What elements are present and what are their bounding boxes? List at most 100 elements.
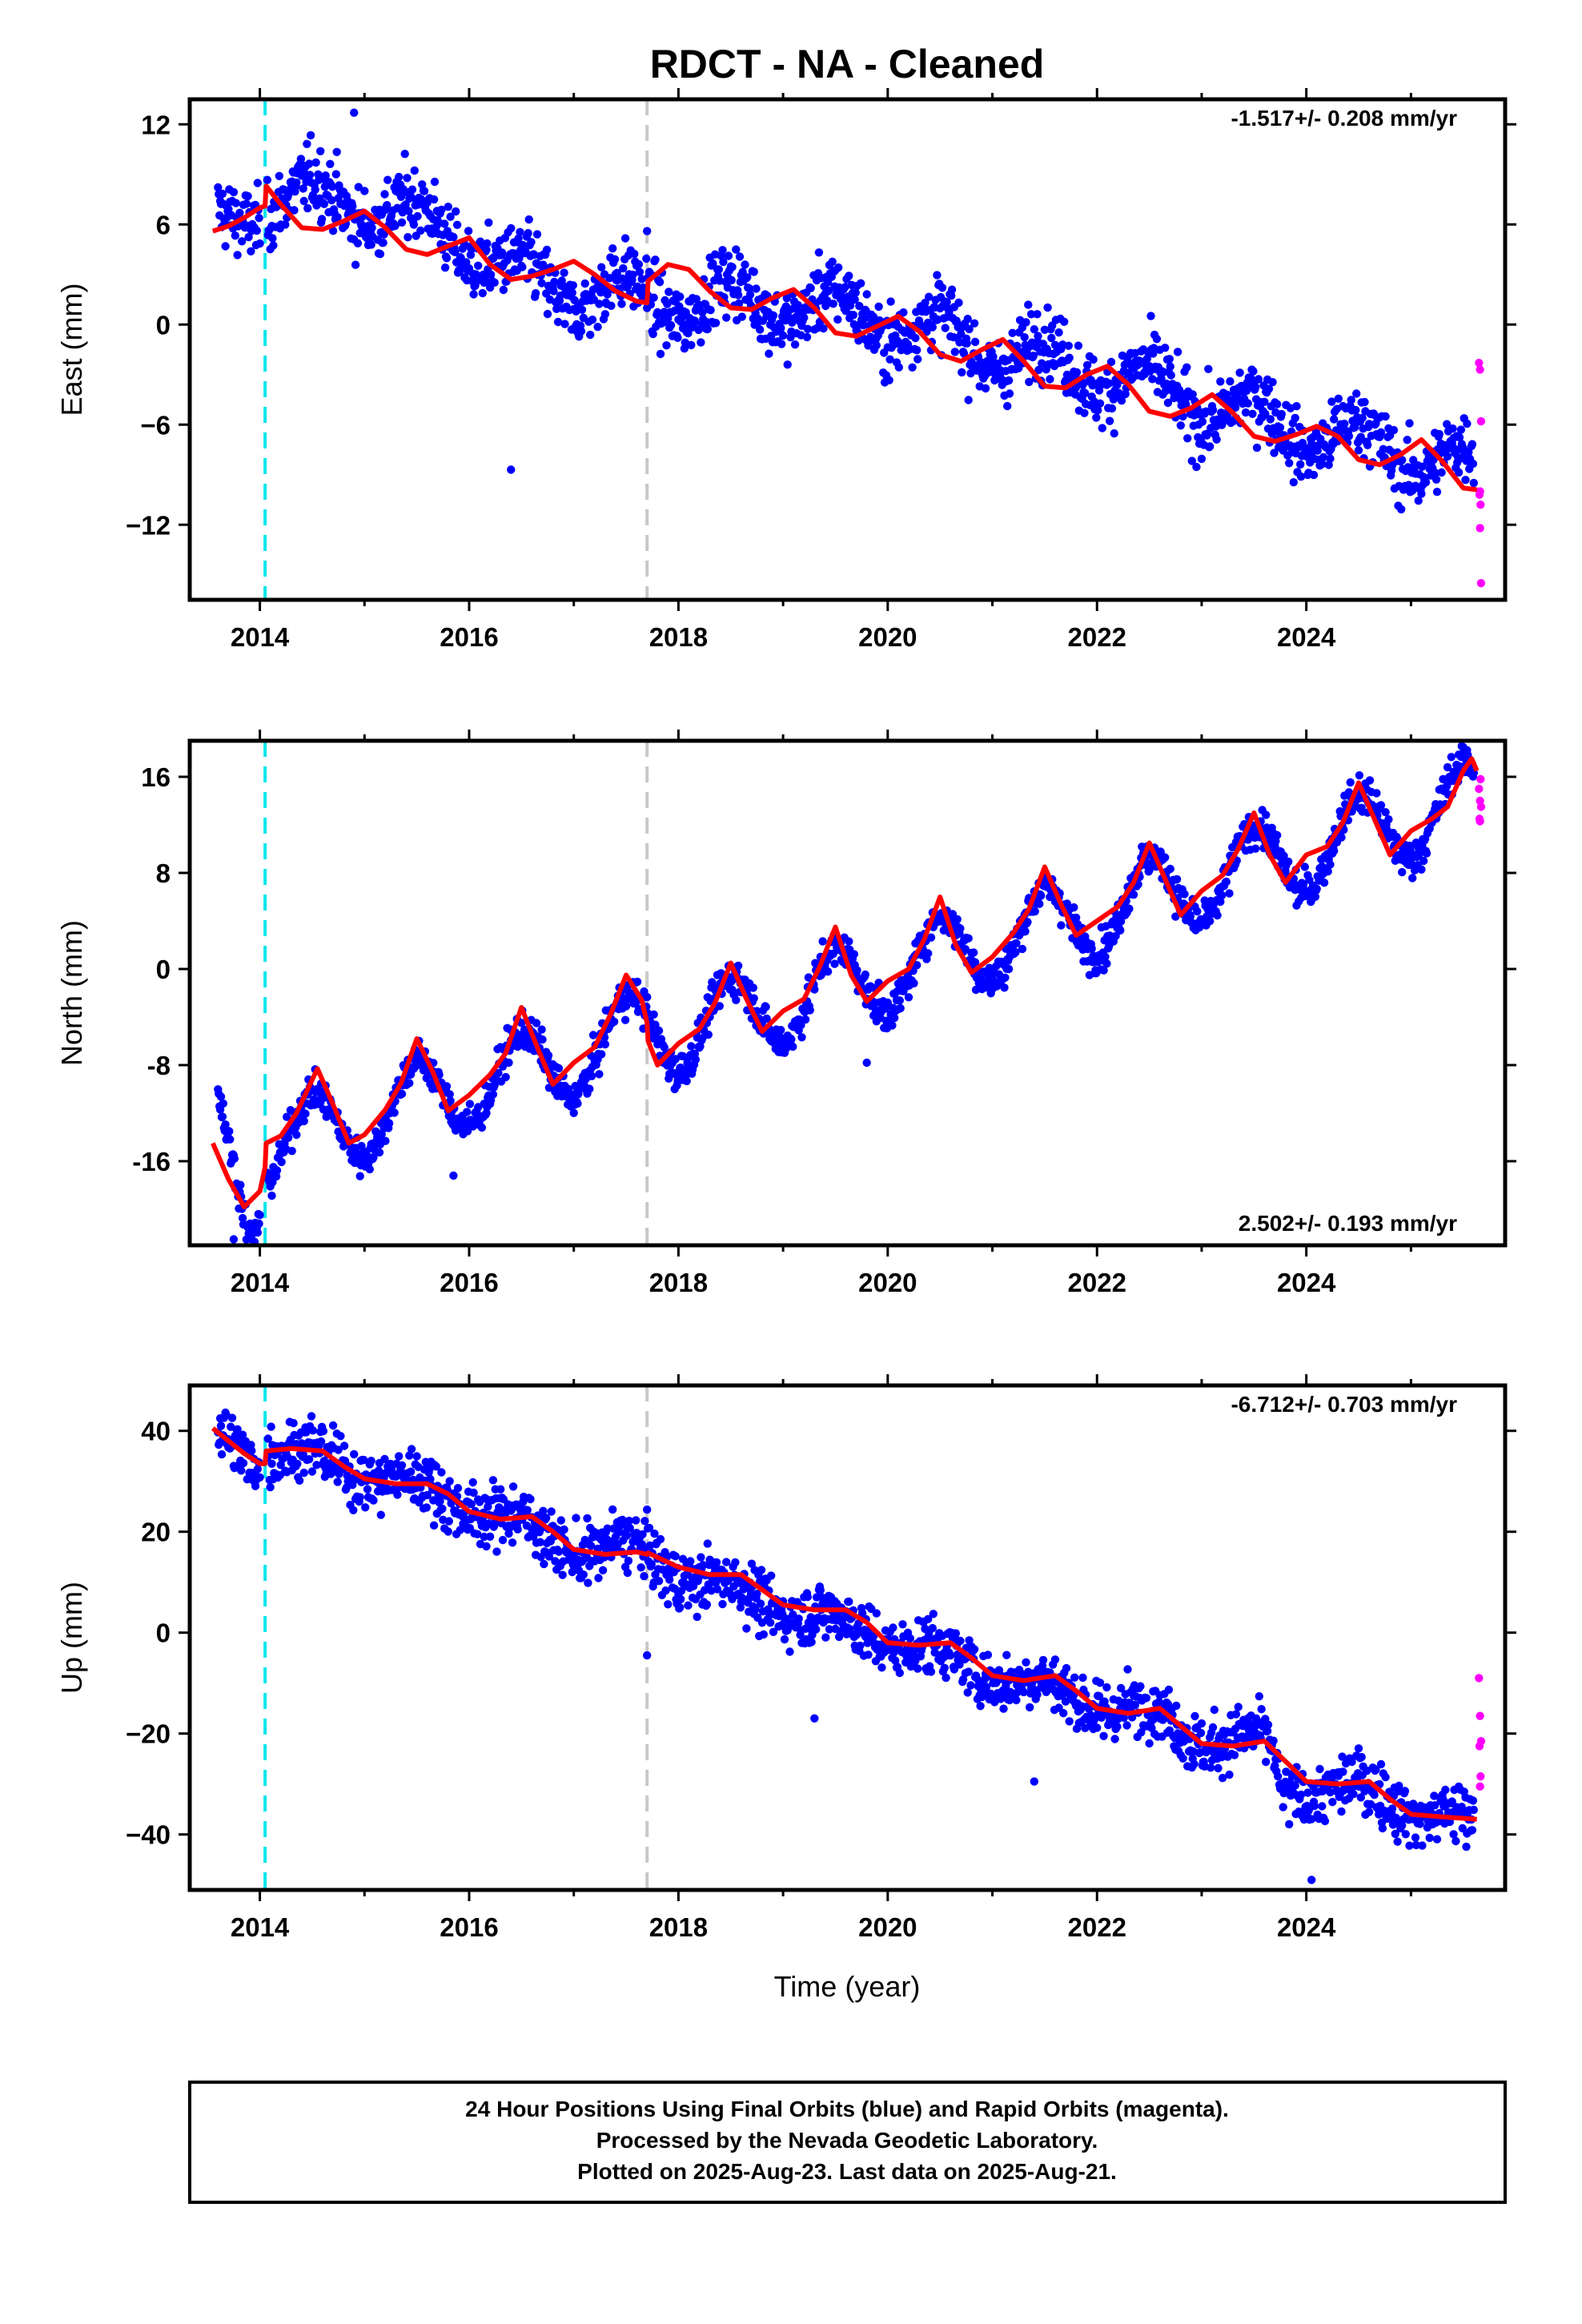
east-final-point [765, 349, 773, 358]
up-final-point [644, 1523, 654, 1533]
east-final-point [734, 299, 744, 308]
east-final-point [697, 338, 705, 347]
east-final-point [1463, 419, 1472, 428]
east-final-point [568, 281, 577, 290]
east-final-point [942, 298, 951, 307]
up-final-point [951, 1629, 961, 1638]
east-final-point [527, 238, 536, 247]
east-final-point [989, 352, 998, 361]
up-final-point [1059, 1709, 1068, 1718]
north-final-point [544, 1051, 553, 1060]
east-y-tick-label: −12 [126, 510, 171, 540]
north-final-point [1222, 877, 1231, 887]
east-final-point [834, 263, 843, 272]
east-final-point [1397, 505, 1406, 514]
east-y-tick-label: 6 [156, 210, 171, 239]
east-final-point [1033, 310, 1042, 319]
east-final-point [360, 187, 369, 195]
north-final-point [236, 1180, 245, 1189]
up-final-point [1061, 1697, 1070, 1706]
up-final-point [583, 1514, 592, 1523]
north-final-point [1284, 857, 1293, 866]
east-rapid-point [1476, 501, 1485, 509]
north-final-point [1273, 830, 1282, 840]
north-final-point [1311, 892, 1320, 902]
north-x-tick-label: 2014 [231, 1268, 290, 1297]
east-final-point [531, 289, 540, 298]
east-y-tick-label: 0 [156, 310, 171, 340]
east-final-point [214, 183, 223, 192]
north-final-point [463, 1108, 472, 1116]
east-final-point [1289, 478, 1299, 487]
east-final-point [782, 294, 791, 303]
north-final-point [301, 1109, 310, 1118]
up-final-point [412, 1452, 421, 1461]
up-final-point [950, 1665, 959, 1674]
north-final-point [365, 1164, 374, 1174]
up-final-point [295, 1476, 304, 1486]
east-final-point [235, 208, 244, 217]
north-final-point [913, 961, 921, 970]
north-final-point [1365, 776, 1375, 785]
east-final-point [1152, 335, 1162, 344]
up-final-point [1282, 1767, 1291, 1776]
up-final-point [703, 1539, 712, 1548]
up-final-point [928, 1623, 938, 1633]
up-final-point [1065, 1717, 1074, 1726]
east-final-point [311, 158, 320, 167]
up-final-point [579, 1570, 588, 1579]
east-final-point [252, 226, 261, 235]
north-final-point [255, 1219, 263, 1228]
east-final-point [469, 290, 478, 299]
east-final-point [452, 207, 460, 216]
north-final-point [1070, 903, 1078, 912]
east-final-point [408, 185, 417, 194]
up-final-point [1164, 1685, 1174, 1695]
east-x-tick-label: 2016 [440, 622, 498, 652]
up-final-point [766, 1618, 775, 1627]
east-final-point [319, 199, 329, 208]
north-final-point [1012, 939, 1021, 948]
east-final-point [483, 239, 492, 248]
north-y-tick-label: 8 [156, 858, 171, 888]
up-final-point [405, 1451, 414, 1460]
east-data-points [211, 108, 1486, 588]
east-x-tick-label: 2022 [1068, 622, 1126, 652]
north-final-point [218, 1112, 227, 1121]
up-final-point [216, 1421, 226, 1430]
up-final-point [1303, 1788, 1312, 1797]
up-final-point [1062, 1663, 1071, 1673]
east-final-point [593, 323, 602, 332]
up-final-point [308, 1426, 318, 1435]
north-final-point [845, 937, 853, 946]
north-final-point [238, 1213, 247, 1223]
east-final-point [1296, 472, 1306, 481]
east-final-point [743, 273, 752, 282]
east-final-point [281, 220, 290, 229]
east-final-point [620, 234, 630, 243]
up-final-point [299, 1468, 308, 1478]
east-final-point [1398, 456, 1407, 464]
north-final-point [924, 949, 933, 958]
east-final-point [1296, 460, 1305, 469]
east-final-point [1161, 344, 1170, 352]
east-final-point [1273, 400, 1282, 408]
up-final-point [255, 1473, 264, 1482]
east-final-point [1004, 376, 1014, 385]
north-final-point [1251, 844, 1260, 853]
north-final-point [749, 983, 757, 992]
up-final-point [1257, 1705, 1266, 1714]
up-final-point [769, 1627, 778, 1637]
east-final-point [928, 323, 938, 332]
up-final-point [816, 1586, 825, 1595]
north-data-points [211, 742, 1486, 1245]
east-final-point [1356, 432, 1366, 441]
east-final-point [588, 316, 597, 324]
up-final-point [544, 1552, 554, 1561]
east-final-point [497, 248, 507, 257]
east-rapid-point [1476, 365, 1484, 374]
north-model-curve [211, 756, 1480, 1209]
east-final-point [851, 288, 860, 297]
east-final-point [709, 259, 717, 268]
north-rate-label: 2.502+/- 0.193 mm/yr [1239, 1211, 1457, 1236]
